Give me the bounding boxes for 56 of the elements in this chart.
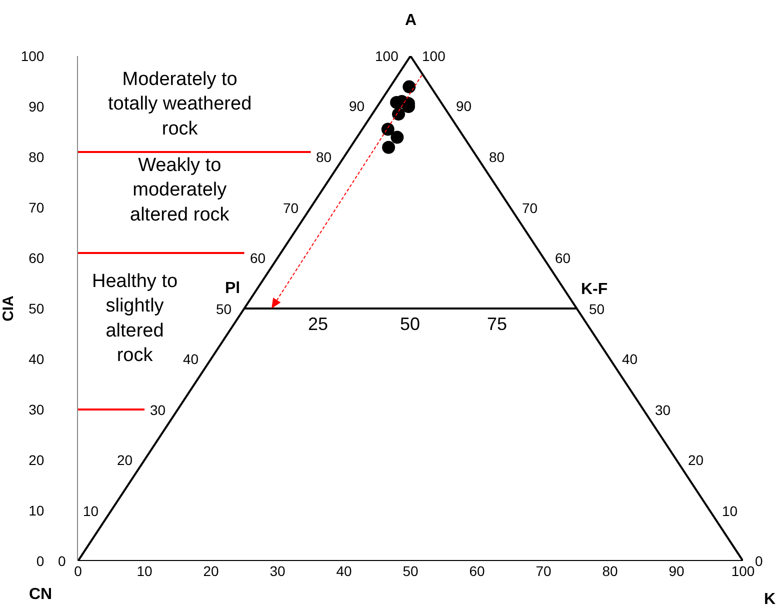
y-tick-label: 30 bbox=[28, 401, 44, 418]
annotation: 100 bbox=[422, 48, 446, 64]
y-tick-label: 50 bbox=[28, 300, 44, 316]
annotation: 70 bbox=[522, 200, 538, 216]
x-tick-label: 20 bbox=[203, 563, 219, 579]
annotation: 30 bbox=[655, 402, 671, 418]
y-tick-label: 20 bbox=[28, 452, 44, 468]
x-tick-label: 10 bbox=[136, 563, 152, 579]
y-axis-title: CIA bbox=[0, 295, 17, 322]
text: 0 bbox=[58, 553, 66, 569]
annotation: 50 bbox=[216, 301, 232, 317]
annotation: 80 bbox=[316, 149, 332, 165]
x-tick-label: 40 bbox=[336, 563, 352, 579]
annotation: 20 bbox=[688, 452, 704, 468]
y-tick-label: 60 bbox=[28, 250, 44, 266]
text: CN bbox=[29, 586, 52, 603]
text: A bbox=[405, 12, 417, 29]
x-tick-label: 60 bbox=[469, 563, 485, 579]
annotation: 60 bbox=[250, 250, 266, 266]
y-tick-label: 100 bbox=[20, 48, 44, 64]
x-tick-label: 30 bbox=[270, 563, 286, 579]
y-tick-label: 40 bbox=[28, 350, 44, 367]
annotation: 10 bbox=[83, 503, 99, 519]
annotation: 60 bbox=[555, 250, 571, 266]
annotation: 75 bbox=[487, 314, 508, 334]
annotation: 30 bbox=[150, 402, 166, 418]
x-tick-label: 100 bbox=[731, 563, 755, 579]
annotation: 40 bbox=[622, 351, 638, 367]
annotation: Moderately to totally weathered rock bbox=[108, 69, 252, 140]
annotation: 40 bbox=[183, 351, 199, 367]
text: 0 bbox=[755, 553, 763, 569]
x-tick-label: 0 bbox=[74, 563, 82, 579]
x-tick-label: 70 bbox=[536, 563, 552, 579]
annotation: 50 bbox=[400, 314, 420, 334]
annotation: 80 bbox=[489, 149, 505, 165]
y-tick-label: 80 bbox=[28, 148, 44, 165]
annotation: 70 bbox=[283, 200, 299, 216]
y-tick-label: 10 bbox=[28, 502, 44, 518]
y-tick-label: 90 bbox=[28, 98, 44, 114]
y-tick-label: 70 bbox=[28, 199, 44, 216]
annotation: 25 bbox=[308, 314, 328, 334]
x-tick-label: 50 bbox=[402, 563, 418, 579]
text: K bbox=[764, 591, 776, 608]
annotation: 100 bbox=[375, 48, 399, 64]
annotation: 20 bbox=[117, 452, 133, 468]
annotation: K-F bbox=[581, 281, 608, 298]
annotation: Pl bbox=[225, 280, 240, 297]
annotation: Weakly to moderately altered rock bbox=[130, 155, 230, 226]
x-tick-label: 90 bbox=[668, 563, 684, 579]
x-tick-label: 80 bbox=[602, 563, 618, 579]
annotation: Healthy to slightly altered rock bbox=[92, 271, 178, 366]
annotation: 10 bbox=[722, 503, 738, 519]
annotation: 90 bbox=[349, 98, 365, 114]
y-tick-label: 0 bbox=[36, 552, 44, 569]
annotation: 90 bbox=[456, 98, 472, 114]
annotation: 50 bbox=[589, 301, 605, 317]
